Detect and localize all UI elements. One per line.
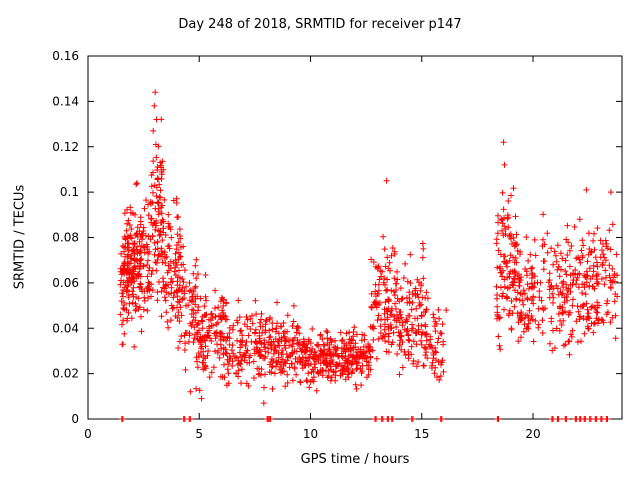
y-tick-label: 0.06 — [52, 276, 79, 290]
scatter-points — [117, 89, 621, 422]
y-tick-label: 0.12 — [52, 140, 79, 154]
y-tick-label: 0.14 — [52, 94, 79, 108]
y-tick-label: 0.02 — [52, 367, 79, 381]
y-tick-label: 0.1 — [60, 185, 79, 199]
x-tick-label: 0 — [84, 427, 92, 441]
y-tick-label: 0 — [71, 412, 79, 426]
x-tick-label: 5 — [195, 427, 203, 441]
chart-title: Day 248 of 2018, SRMTID for receiver p14… — [178, 17, 462, 32]
x-tick-label: 20 — [525, 427, 540, 441]
axis-ticks — [87, 55, 622, 420]
y-tick-label: 0.16 — [52, 49, 79, 63]
x-axis-label: GPS time / hours — [300, 452, 410, 467]
y-tick-label: 0.08 — [52, 231, 79, 245]
x-tick-label: 15 — [414, 427, 429, 441]
x-tick-label: 10 — [303, 427, 318, 441]
y-tick-label: 0.04 — [52, 321, 79, 335]
